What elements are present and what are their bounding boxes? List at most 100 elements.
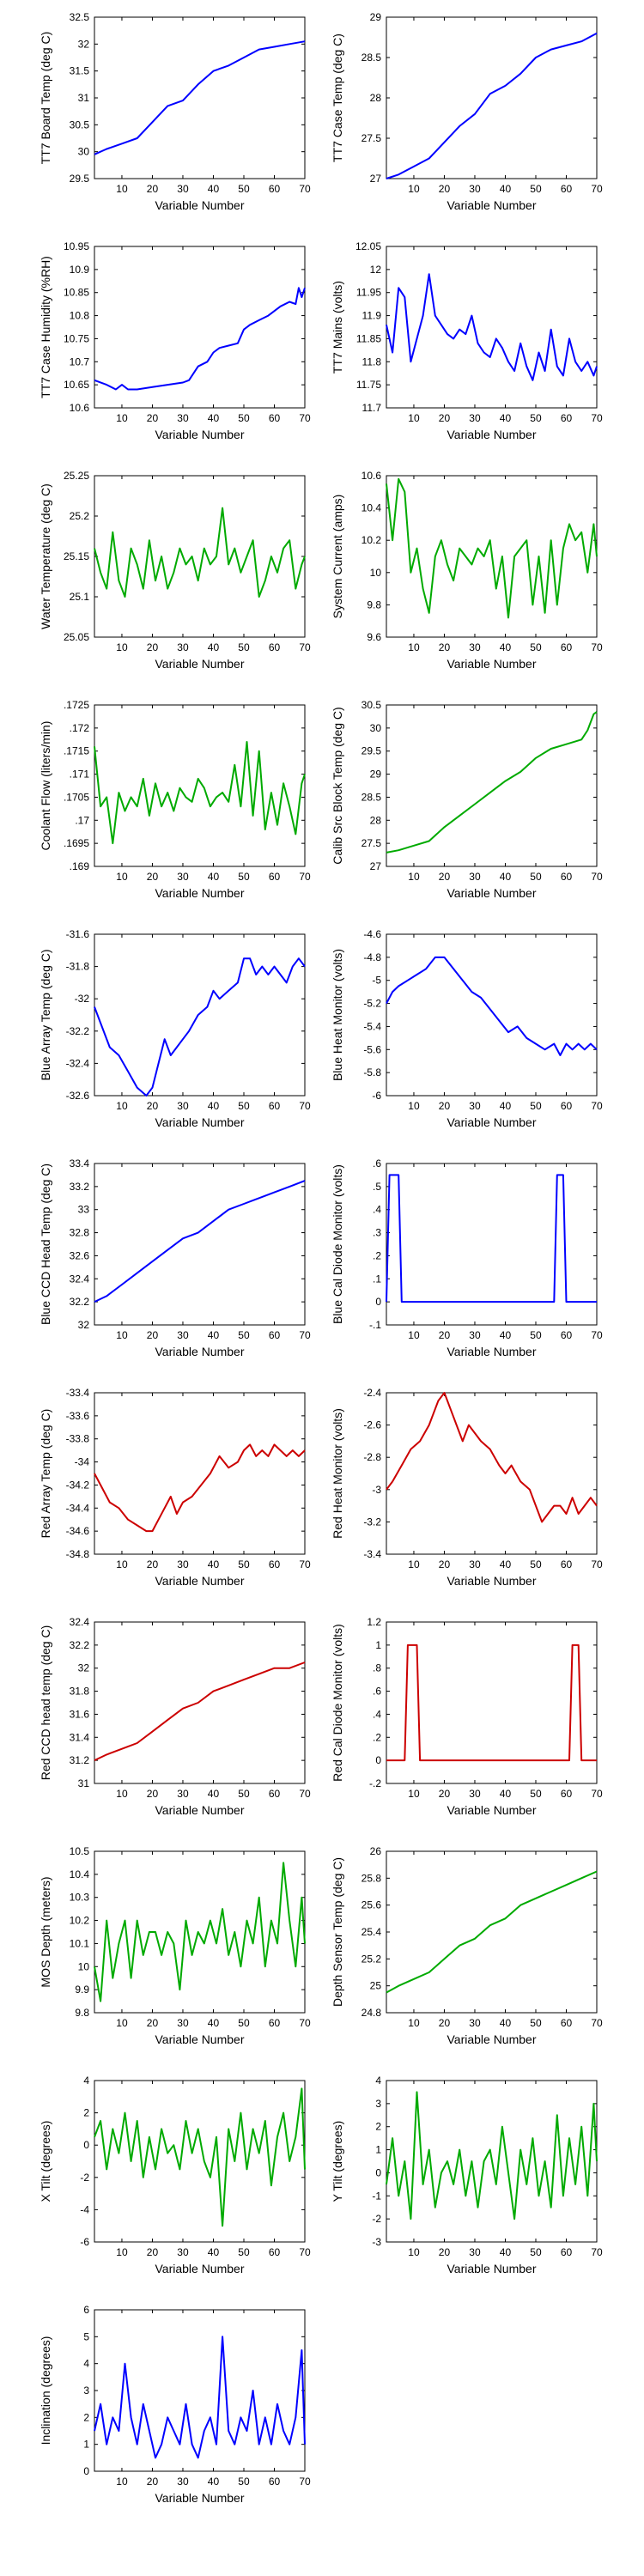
x-tick-label: 50 [238,871,250,883]
y-tick-label: 32 [78,1319,90,1331]
x-tick-label: 40 [500,2246,512,2258]
x-tick-label: 10 [408,1100,420,1112]
y-tick-label: .171 [70,769,90,781]
y-tick-label: 33.2 [70,1181,90,1193]
x-tick-label: 70 [591,1788,603,1800]
series-line [386,477,598,619]
x-tick-label: 50 [530,641,542,653]
plot-frame [94,16,306,179]
y-tick-label: .1715 [64,745,89,757]
x-tick-label: 40 [500,1558,512,1571]
x-tick-label: 40 [500,2017,512,2029]
y-tick-label: 10.7 [70,355,90,368]
plot-frame [94,1163,306,1326]
y-tick-label: 25.1 [70,591,90,603]
y-tick-label: 0 [375,1754,381,1766]
x-axis-label: Variable Number [447,1803,536,1817]
y-axis-label: TT7 Case Temp (deg C) [331,33,344,162]
x-tick-label: 60 [561,641,573,653]
x-tick-label: 60 [269,2246,281,2258]
y-tick-label: -34.2 [66,1479,90,1491]
y-tick-label: 27 [370,860,382,872]
chart-21: 10 20 30 40 50 60 70 0 1 2 3 4 5 6 Variable Number Incl… [39,2304,311,2505]
y-tick-label: -5.8 [363,1066,381,1078]
plot-frame [386,704,598,867]
series-line [94,1443,306,1533]
series-line [94,507,306,598]
x-tick-label: 10 [116,412,128,424]
x-tick-label: 10 [116,1788,128,1800]
x-tick-label: 30 [177,2476,189,2488]
y-tick-label: -6 [80,2236,89,2248]
plot-frame [386,1392,598,1555]
x-tick-label: 60 [561,183,573,195]
y-tick-label: 30 [370,722,382,734]
y-tick-label: -4.8 [363,951,381,963]
y-tick-label: .2 [373,1249,381,1261]
x-tick-label: 20 [147,183,159,195]
y-tick-label: 25.15 [64,550,89,562]
x-tick-label: 70 [299,412,311,424]
x-tick-label: 30 [469,1100,481,1112]
y-tick-label: -2.6 [363,1419,381,1431]
y-tick-label: 25.2 [361,1953,382,1965]
y-tick-label: 29 [370,769,382,781]
y-tick-label: -.2 [369,1777,381,1789]
y-tick-label: 10.2 [70,1915,90,1927]
y-tick-label: 10.5 [70,1845,90,1857]
x-tick-label: 60 [269,183,281,195]
y-tick-label: 12 [370,264,382,276]
y-tick-label: 25.6 [361,1899,382,1911]
chart-10: 10 20 30 40 50 60 70 -6 -5.8 -5.6 -5.4 -5.2 -5 -4.8 -4… [331,928,603,1129]
series-line [94,2336,306,2459]
y-tick-label: 2 [83,2107,89,2119]
x-tick-label: 20 [439,2246,451,2258]
x-tick-label: 50 [238,412,250,424]
y-tick-label: 9.6 [367,631,381,643]
chart-4: 10 20 30 40 50 60 70 11.7 11.75 11.8 11.85 11.9 11.9… [331,240,603,441]
plot-frame [94,704,306,867]
y-tick-label: 31 [78,92,90,104]
y-tick-label: 11.95 [356,287,381,299]
x-tick-label: 50 [530,1329,542,1341]
x-tick-label: 20 [147,412,159,424]
x-axis-label: Variable Number [155,198,244,212]
y-tick-label: 33 [78,1204,90,1216]
x-tick-label: 40 [500,1788,512,1800]
x-axis-label: Variable Number [447,1115,536,1129]
chart-5: 10 20 30 40 50 60 70 25.05 25.1 25.15 25.2 25.25 Var… [39,470,311,671]
x-tick-label: 70 [591,1100,603,1112]
y-axis-label: MOS Depth (meters) [39,1876,52,1987]
x-tick-label: 50 [530,1558,542,1571]
x-tick-label: 70 [299,2246,311,2258]
x-tick-label: 10 [408,641,420,653]
y-tick-label: -34.6 [66,1525,90,1537]
x-tick-label: 50 [238,1329,250,1341]
x-tick-label: 60 [269,641,281,653]
y-tick-label: 1.2 [367,1616,381,1628]
x-tick-label: 40 [208,2017,220,2029]
plot-frame [386,1850,598,2014]
y-axis-label: Blue Heat Monitor (volts) [331,949,344,1081]
x-tick-label: 70 [299,1329,311,1341]
y-tick-label: -2 [80,2172,89,2184]
y-tick-label: 6 [83,2304,89,2316]
x-tick-label: 30 [469,641,481,653]
y-tick-label: -31.6 [66,928,90,940]
y-tick-label: 10.1 [70,1937,90,1949]
x-tick-label: 10 [116,1329,128,1341]
series-line [386,1643,597,1762]
x-tick-label: 10 [116,2017,128,2029]
y-tick-label: 32.4 [70,1273,90,1285]
x-tick-label: 50 [238,2017,250,2029]
y-tick-label: .2 [373,1731,381,1743]
x-tick-label: 20 [147,2476,159,2488]
y-tick-label: 24.8 [361,2007,382,2019]
y-tick-label: 1 [375,1639,381,1651]
x-tick-label: 60 [561,412,573,424]
x-tick-label: 20 [439,1788,451,1800]
y-tick-label: -2 [372,2213,381,2225]
series-line [386,1174,597,1303]
y-tick-label: 29.5 [361,745,382,757]
plot-frame [94,933,306,1097]
